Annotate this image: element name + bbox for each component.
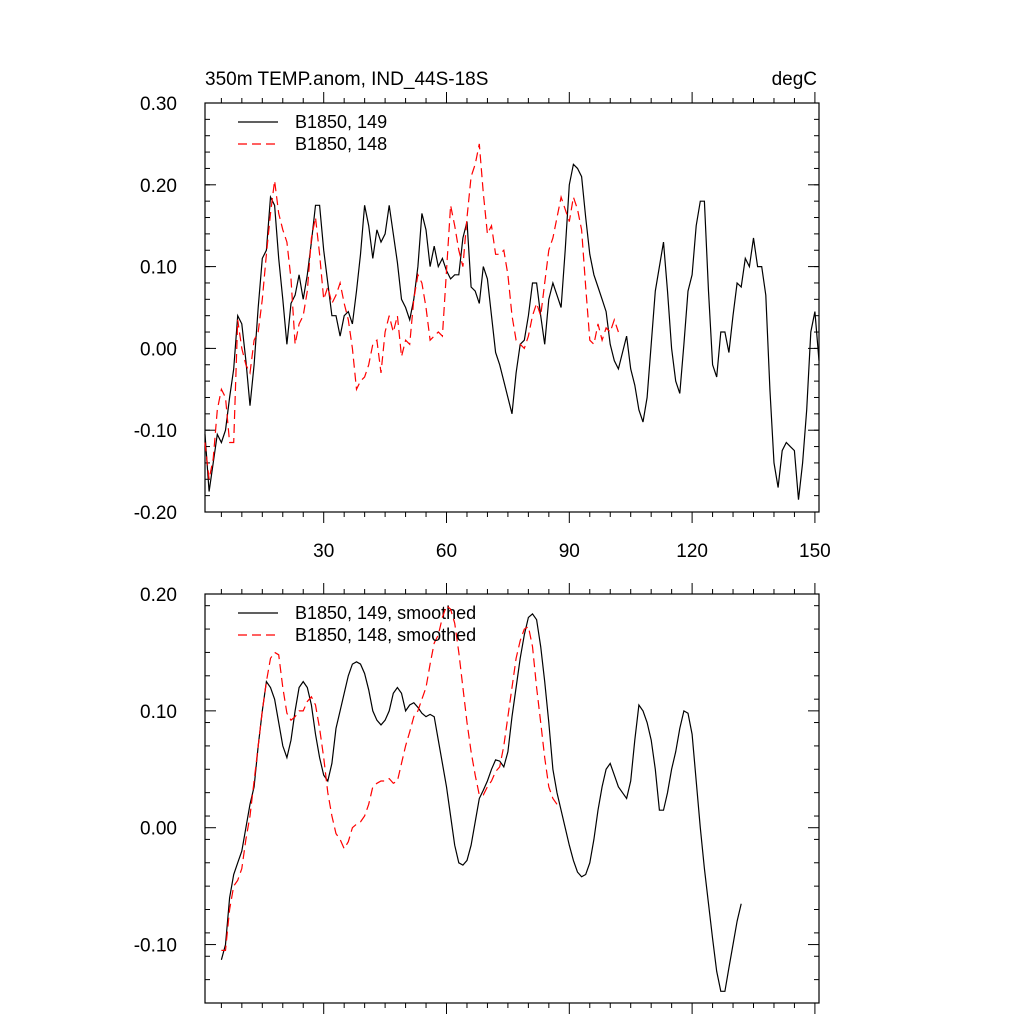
y-tick-label: 0.30 xyxy=(140,94,177,115)
chart-title: 350m TEMP.anom, IND_44S-18S xyxy=(205,69,488,90)
y-tick-label: 0.00 xyxy=(140,339,177,360)
legend-label: B1850, 149 xyxy=(295,112,387,132)
y-tick-label: 0.10 xyxy=(140,258,177,279)
series-line-1 xyxy=(220,613,742,992)
plot-frame xyxy=(204,102,820,513)
x-tick-label: 30 xyxy=(313,541,334,562)
series-line-1 xyxy=(204,163,820,500)
x-tick-label: 90 xyxy=(559,541,580,562)
plot-frame xyxy=(204,593,820,1004)
y-tick-label: -0.10 xyxy=(134,421,177,442)
bottom-panel: -0.10 0.00 0.10 0.20 B1850, 149, smoothedB18… xyxy=(134,583,820,1014)
x-tick-label: 120 xyxy=(676,541,708,562)
legend-label: B1850, 149, smoothed xyxy=(295,603,476,623)
y-tick-label: 0.20 xyxy=(140,176,177,197)
x-tick-label: 150 xyxy=(799,541,831,562)
x-tick-label: 60 xyxy=(436,541,457,562)
y-tick-label: -0.10 xyxy=(134,936,177,957)
legend-label: B1850, 148, smoothed xyxy=(295,625,476,645)
y-tick-label: 0.10 xyxy=(140,702,177,723)
units-label: degC xyxy=(772,69,817,90)
y-tick-label: 0.00 xyxy=(140,819,177,840)
series-line-2 xyxy=(221,604,558,952)
y-tick-label: -0.20 xyxy=(134,503,177,524)
series-line-2 xyxy=(204,143,619,480)
y-tick-label: 0.20 xyxy=(140,585,177,606)
legend-label: B1850, 148 xyxy=(295,134,387,154)
top-panel: -0.20 -0.10 0.00 0.10 0.20 0.30 30 60 90 120 150 B1… xyxy=(134,92,831,562)
